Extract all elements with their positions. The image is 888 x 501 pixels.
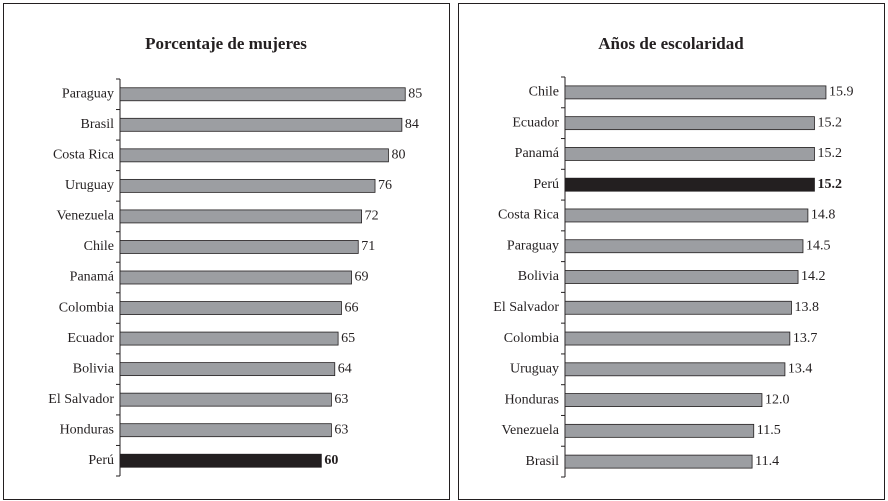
bar [119, 331, 339, 346]
bar [564, 208, 809, 223]
value-label: 64 [338, 361, 352, 376]
bar [119, 362, 336, 377]
bar [119, 148, 389, 163]
y-tick-label: Bolivia [518, 269, 560, 284]
value-label: 72 [365, 209, 379, 224]
bar [564, 393, 763, 407]
bar [119, 209, 363, 224]
panel-frame [458, 3, 885, 500]
value-label: 13.4 [788, 362, 813, 377]
y-tick-label: Honduras [505, 392, 559, 407]
bar [119, 178, 376, 193]
y-tick-label: Uruguay [510, 362, 559, 377]
value-label: 14.2 [801, 269, 826, 284]
y-tick-label: Perú [88, 453, 114, 468]
value-label: 15.2 [817, 177, 842, 192]
value-label: 66 [344, 300, 358, 315]
y-tick-label: Chile [84, 239, 114, 254]
value-label: 84 [405, 117, 419, 132]
bar [564, 177, 815, 192]
y-tick-label: Uruguay [65, 178, 114, 193]
bar [119, 240, 359, 254]
value-label: 13.7 [793, 331, 818, 346]
bar [564, 239, 804, 254]
y-tick-label: El Salvador [48, 392, 114, 407]
y-tick-label: Panamá [70, 270, 115, 285]
y-tick-label: Brasil [526, 454, 560, 469]
value-label: 11.5 [757, 423, 781, 438]
y-tick-label: Paraguay [62, 86, 114, 101]
bar [119, 392, 332, 407]
y-tick-label: Ecuador [512, 115, 559, 130]
y-tick-label: Ecuador [67, 331, 114, 346]
value-label: 60 [324, 453, 338, 468]
value-label: 15.9 [829, 85, 854, 100]
value-label: 71 [361, 239, 375, 254]
value-label: 13.8 [794, 300, 819, 315]
y-tick-label: Colombia [59, 300, 115, 315]
value-label: 65 [341, 331, 355, 346]
y-tick-label: Paraguay [507, 238, 559, 253]
value-label: 80 [391, 148, 405, 163]
bar [564, 300, 792, 315]
bar [564, 331, 791, 346]
y-tick-label: Panamá [515, 146, 560, 161]
y-tick-label: Venezuela [501, 423, 559, 438]
value-label: 85 [408, 86, 422, 101]
y-tick-label: Brasil [81, 117, 115, 132]
value-label: 69 [355, 270, 369, 285]
value-label: 15.2 [817, 146, 842, 161]
y-tick-label: Venezuela [56, 209, 114, 224]
chart-title: Porcentaje de mujeres [145, 34, 307, 53]
value-label: 14.8 [811, 208, 836, 223]
value-label: 12.0 [765, 392, 790, 407]
bar [564, 270, 799, 284]
bar [564, 423, 755, 438]
chart-title: Años de escolaridad [598, 34, 744, 53]
value-label: 14.5 [806, 238, 831, 253]
value-label: 63 [334, 392, 348, 407]
y-tick-label: Costa Rica [498, 208, 560, 223]
bar [119, 301, 342, 315]
bar [564, 362, 786, 377]
value-label: 11.4 [755, 454, 779, 469]
y-tick-label: Colombia [504, 331, 560, 346]
bar [564, 85, 827, 100]
bar [119, 270, 352, 285]
bar [564, 116, 815, 131]
y-tick-label: Bolivia [73, 361, 115, 376]
y-tick-label: Perú [533, 177, 559, 192]
bar [119, 117, 403, 132]
bar [119, 453, 322, 468]
bar [119, 423, 332, 438]
y-tick-label: El Salvador [493, 300, 559, 315]
panel-frame [3, 3, 450, 500]
y-tick-label: Honduras [60, 422, 114, 437]
value-label: 15.2 [817, 115, 842, 130]
value-label: 76 [378, 178, 392, 193]
value-label: 63 [334, 422, 348, 437]
bar [119, 87, 406, 102]
bar [564, 147, 815, 161]
y-tick-label: Costa Rica [53, 148, 115, 163]
bar [564, 454, 753, 469]
y-tick-label: Chile [529, 85, 559, 100]
